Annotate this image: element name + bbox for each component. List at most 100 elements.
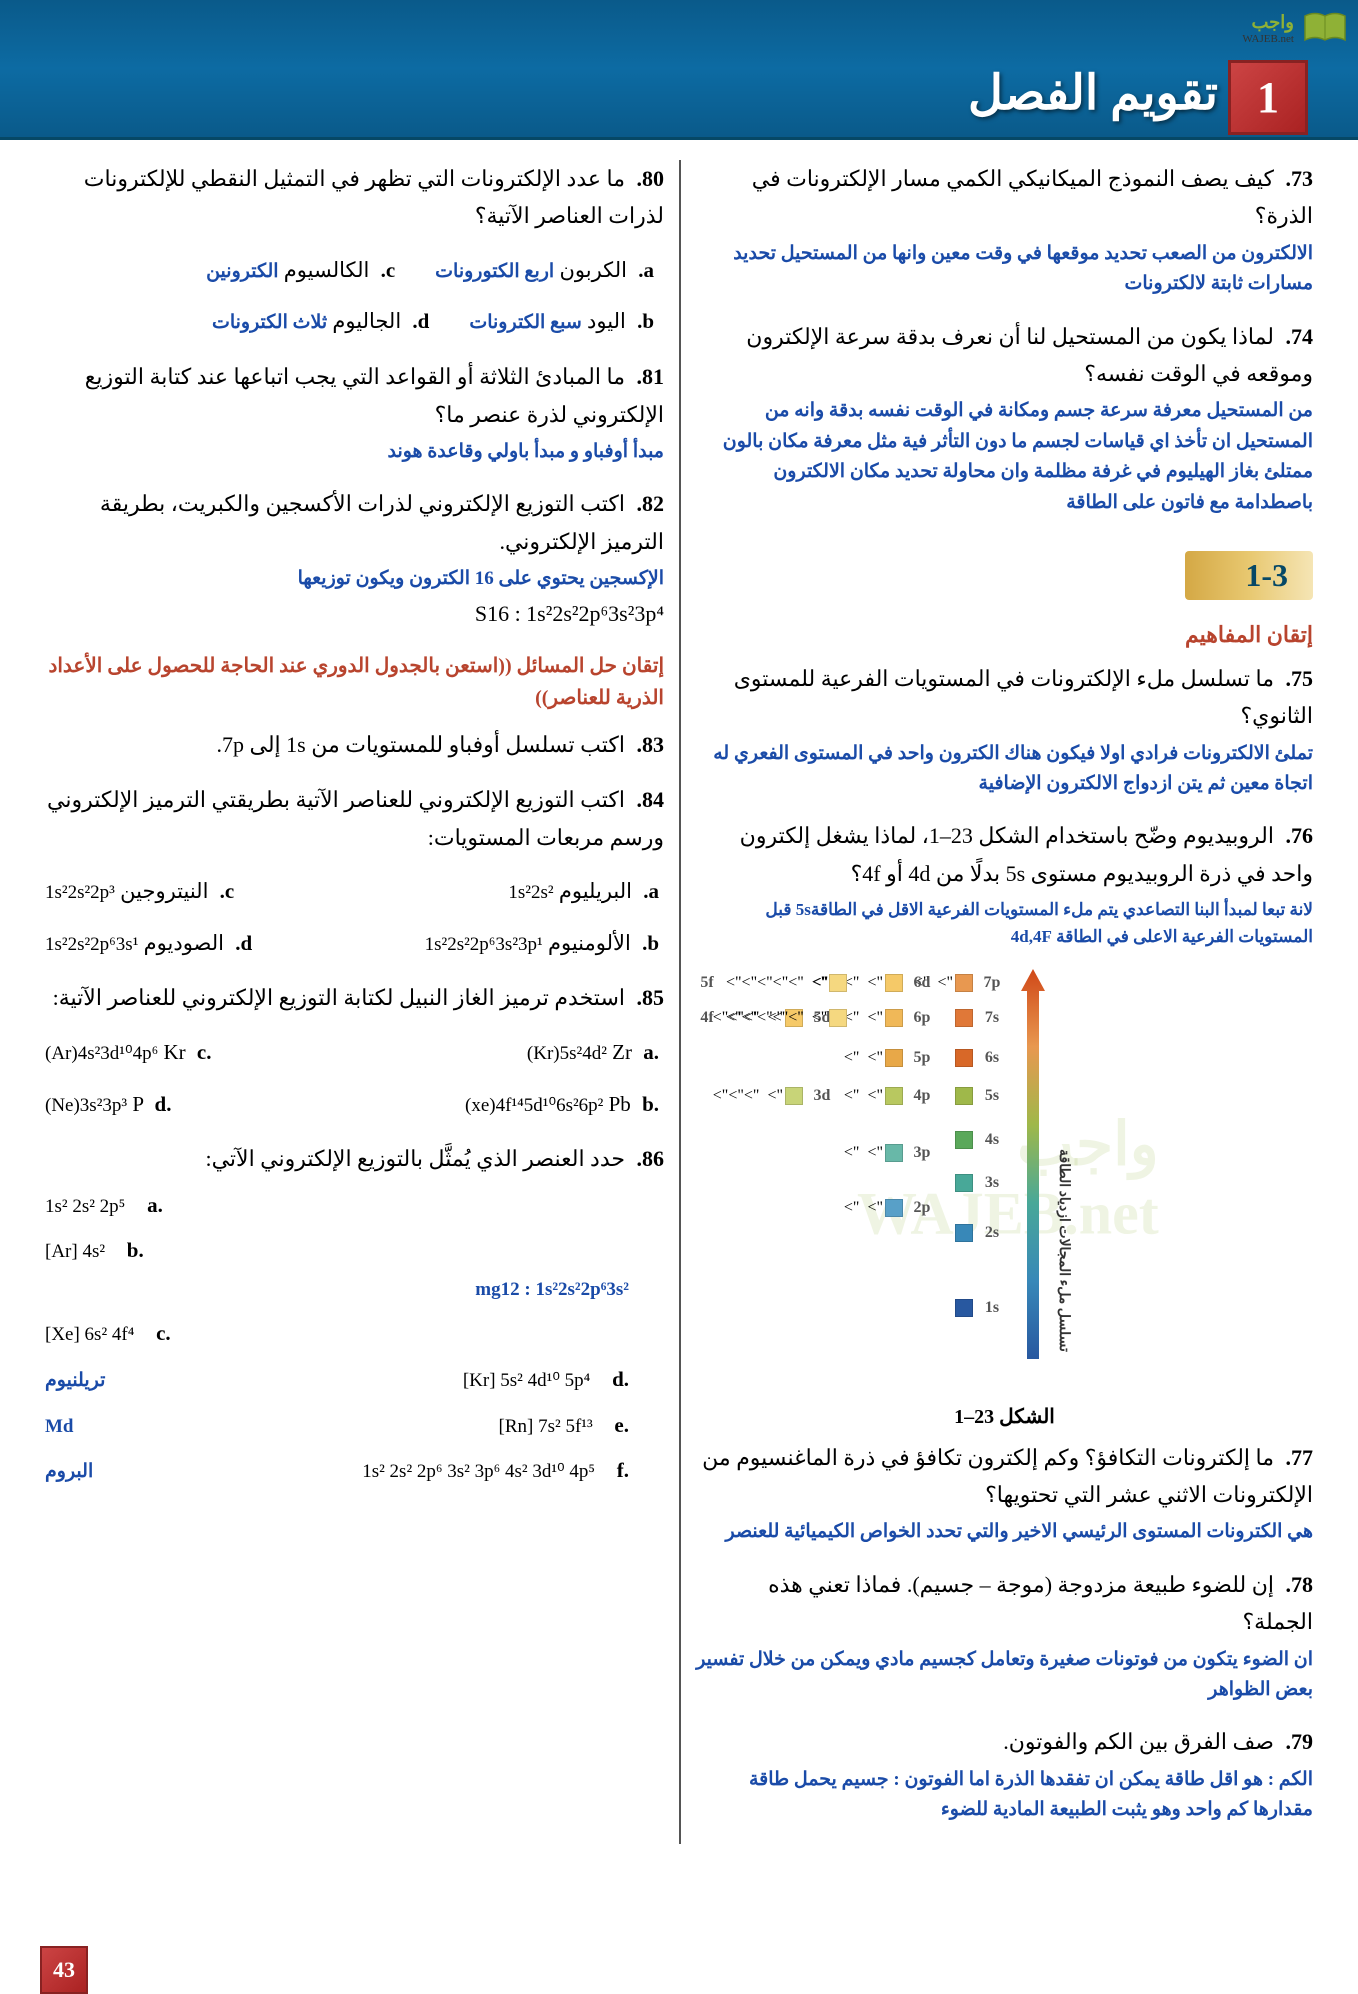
q76: 76. الروبيديوم وضّح باستخدام الشكل 23–1،… [696, 817, 1313, 950]
orbital-row: 2s [955, 1224, 1003, 1242]
q85c-label: c. [197, 1040, 212, 1064]
q86e-answer: Md [45, 1412, 74, 1444]
q81: 81. ما المبادئ الثلاثة أو القواعد التي ي… [45, 358, 664, 467]
q83-num: 83. [637, 732, 665, 757]
orbital-row: 1s [955, 1299, 1003, 1317]
axis-label-2: ازدياد الطاقة [1056, 1149, 1071, 1222]
q86b-formula: [Ar] 4s² [45, 1236, 105, 1268]
q86a-label: a. [147, 1193, 163, 1217]
orbital-row: 3s [955, 1174, 1003, 1192]
q73: 73. كيف يصف النموذج الميكانيكي الكمي مسا… [696, 160, 1313, 300]
q78: 78. إن للضوء طبيعة مزدوجة (موجة – جسيم).… [696, 1566, 1313, 1706]
right-column: 73. كيف يصف النموذج الميكانيكي الكمي مسا… [679, 160, 1328, 1844]
q84d-text: الصوديوم [144, 931, 224, 955]
q79-num: 79. [1286, 1729, 1314, 1754]
q84d-formula: 1s²2s²2p⁶3s¹ [45, 929, 138, 961]
q84-text: اكتب التوزيع الإلكتروني للعناصر الآتية ب… [47, 787, 664, 849]
q85a-formula: (Kr)5s²4d² [527, 1038, 607, 1070]
q85d-label: d. [155, 1092, 172, 1116]
axis-label: تسلسل ملء المجالات ازدياد الطاقة [1055, 1129, 1071, 1352]
page-header: واجب WAJEB.net تقويم الفصل 1 [0, 0, 1358, 140]
orbital-row: 3p">"> [844, 1144, 933, 1162]
q86d-formula: [Kr] 5s² 4d¹⁰ 5p⁴ [463, 1365, 590, 1397]
q86d-label: d. [612, 1367, 629, 1391]
q81-answer: مبدأ أوفباو و مبدأ باولي وقاعدة هوند [45, 437, 664, 467]
chapter-number: 1 [1228, 60, 1308, 135]
q84b-formula: 1s²2s²2p⁶3s²3p¹ [425, 929, 543, 961]
q76-answer: لانة تبعا لمبدأ البنا التصاعدي يتم ملء ا… [696, 896, 1313, 950]
logo-brand: واجب [1242, 12, 1294, 33]
q85d-text: P [132, 1092, 143, 1116]
q80d-text: الجاليوم [332, 309, 401, 333]
q85-text: استخدم ترميز الغاز النبيل لكتابة التوزيع… [53, 985, 625, 1010]
concepts-label: إتقان المفاهيم [696, 622, 1313, 648]
q80-text: ما عدد الإلكترونات التي تظهر في التمثيل … [84, 166, 664, 228]
q75-num: 75. [1286, 666, 1314, 691]
q85c-text: Kr [163, 1040, 185, 1064]
left-column: 80. ما عدد الإلكترونات التي تظهر في التم… [30, 160, 679, 1844]
q84c-formula: 1s²2s²2p³ [45, 877, 115, 909]
q86f-answer: البروم [45, 1457, 93, 1489]
logo-text-wrap: واجب WAJEB.net [1242, 12, 1294, 45]
q77-num: 77. [1286, 1445, 1314, 1470]
q78-text: إن للضوء طبيعة مزدوجة (موجة – جسيم). فما… [768, 1572, 1313, 1634]
q84: 84. اكتب التوزيع الإلكتروني للعناصر الآت… [45, 781, 664, 961]
chapter-title: تقويم الفصل [968, 65, 1218, 121]
q80a-answer: اربع الكتورونات [435, 261, 554, 282]
page-number: 43 [40, 1946, 88, 1994]
q78-num: 78. [1286, 1572, 1314, 1597]
q85a-text: Zr [612, 1040, 632, 1064]
q84a-formula: 1s²2s² [508, 877, 553, 909]
q77-text: ما إلكترونات التكافؤ؟ وكم إلكترون تكافؤ … [702, 1445, 1313, 1507]
q80: 80. ما عدد الإلكترونات التي تظهر في التم… [45, 160, 664, 340]
q86e-label: e. [614, 1413, 629, 1437]
instruction: إتقان حل المسائل ((استعن بالجدول الدوري … [45, 650, 664, 714]
q85a-label: a. [643, 1040, 659, 1064]
q82-formula: S16 : 1s²2s²2p⁶3s²3p⁴ [475, 595, 664, 632]
q77-answer: هي الكترونات المستوى الرئيسي الاخير والت… [696, 1517, 1313, 1547]
q84d-label: d. [235, 931, 252, 955]
book-icon [1300, 8, 1350, 48]
q86a-formula: 1s² 2s² 2p⁵ [45, 1191, 125, 1223]
q83-text: اكتب تسلسل أوفباو للمستويات من 1s إلى 7p… [217, 732, 626, 757]
q83: 83. اكتب تسلسل أوفباو للمستويات من 1s إل… [45, 726, 664, 763]
q75-answer: تملئ الالكترونات فرادي اولا فيكون هناك ا… [696, 739, 1313, 800]
orbital-row: ">">">">">">5f [696, 974, 847, 992]
q86-num: 86. [637, 1146, 665, 1171]
q76-num: 76. [1286, 823, 1314, 848]
q86e-formula: [Rn] 7s² 5f¹³ [499, 1411, 593, 1443]
q85b-formula: (xe)4f¹⁴5d¹⁰6s²6p² [465, 1090, 603, 1122]
q84b-text: الألومنيوم [548, 931, 631, 955]
q85c-formula: (Ar)4s²3d¹⁰4p⁶ [45, 1038, 158, 1070]
q79-text: صف الفرق بين الكم والفوتون. [1003, 1729, 1274, 1754]
q80a-label: a. [638, 258, 654, 282]
q76-text: الروبيديوم وضّح باستخدام الشكل 23–1، لما… [740, 823, 1313, 885]
q79: 79. صف الفرق بين الكم والفوتون. الكم : ه… [696, 1723, 1313, 1825]
q81-text: ما المبادئ الثلاثة أو القواعد التي يجب ا… [85, 364, 664, 426]
q80a-text: الكربون [559, 258, 627, 282]
q86c-label: c. [156, 1321, 171, 1345]
q84a-text: البريليوم [559, 879, 632, 903]
q73-text: كيف يصف النموذج الميكانيكي الكمي مسار ال… [752, 166, 1313, 228]
axis-label-1: تسلسل ملء المجالات [1056, 1225, 1071, 1352]
orbital-row: 5s [955, 1087, 1003, 1105]
orbital-diagram: واجب WAJEB.net تسلسل ملء المجالات از [696, 969, 1313, 1389]
q85b-label: b. [642, 1092, 659, 1116]
q80d-answer: ثلاث الكترونات [212, 312, 327, 333]
orbital-row: 4p">"> [844, 1087, 933, 1105]
q84-num: 84. [637, 787, 665, 812]
q86d-answer: تريلنيوم [45, 1366, 105, 1398]
q80-num: 80. [637, 166, 665, 191]
orbital-row: 5p">"> [844, 1049, 933, 1067]
q86f-formula: 1s² 2s² 2p⁶ 3s² 3p⁶ 4s² 3d¹⁰ 4p⁵ [362, 1456, 595, 1488]
figure-caption: الشكل 23–1 [696, 1404, 1313, 1429]
q81-num: 81. [637, 364, 665, 389]
orbital-row: 6s [955, 1049, 1003, 1067]
q75-text: ما تسلسل ملء الإلكترونات في المستويات ال… [734, 666, 1313, 728]
q80d-label: d. [412, 309, 429, 333]
q74-text: لماذا يكون من المستحيل لنا أن نعرف بدقة … [746, 324, 1313, 386]
q77: 77. ما إلكترونات التكافؤ؟ وكم إلكترون تك… [696, 1439, 1313, 1548]
q86: 86. حدد العنصر الذي يُمثَّل بالتوزيع الإ… [45, 1140, 664, 1489]
q74: 74. لماذا يكون من المستحيل لنا أن نعرف ب… [696, 318, 1313, 518]
orbital-row: 3d">">">"> [713, 1087, 833, 1105]
